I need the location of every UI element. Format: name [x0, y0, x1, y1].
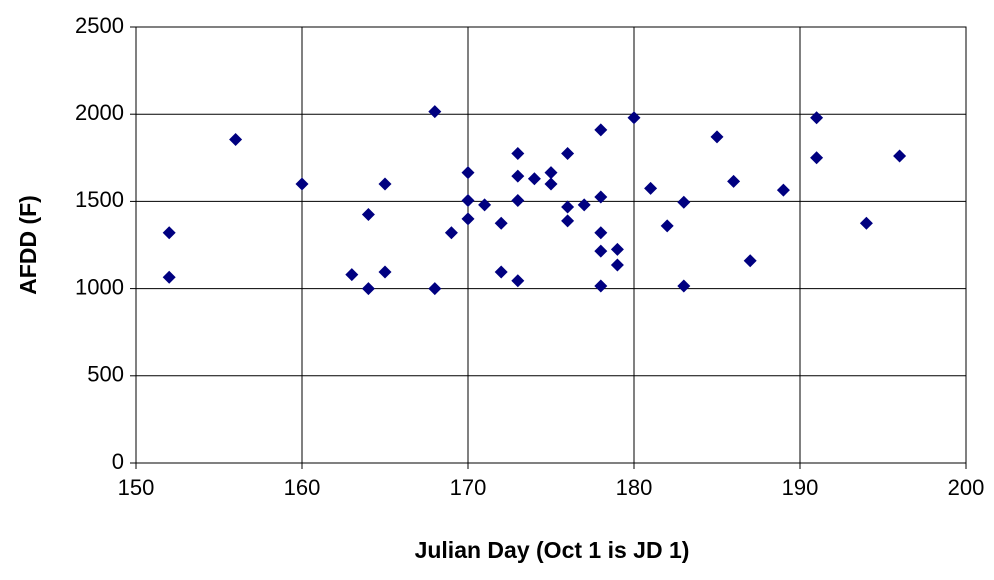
x-tick-label: 150	[118, 475, 155, 500]
point	[162, 270, 176, 284]
point	[859, 216, 873, 230]
point	[677, 195, 691, 209]
y-tick-label: 2000	[75, 100, 124, 125]
point	[461, 194, 475, 208]
point	[295, 177, 309, 191]
y-tick-label: 0	[112, 449, 124, 474]
point	[378, 177, 392, 191]
point	[610, 242, 624, 256]
point	[660, 219, 674, 233]
point	[444, 226, 458, 240]
y-axis-title: AFDD (F)	[15, 195, 41, 295]
point	[561, 146, 575, 160]
point	[511, 194, 525, 208]
y-tick-label: 2500	[75, 13, 124, 38]
point	[610, 258, 624, 272]
point	[893, 149, 907, 163]
y-tick-label: 500	[87, 362, 124, 387]
point	[727, 174, 741, 188]
point	[229, 132, 243, 146]
point	[644, 181, 658, 195]
point	[743, 254, 757, 268]
point	[361, 207, 375, 221]
point	[594, 279, 608, 293]
point	[461, 166, 475, 180]
point	[594, 244, 608, 258]
point	[810, 151, 824, 165]
plot-area	[135, 26, 967, 464]
x-axis-title: Julian Day (Oct 1 is JD 1)	[415, 537, 690, 563]
point	[428, 282, 442, 296]
point	[544, 177, 558, 191]
y-tick-label: 1500	[75, 187, 124, 212]
point	[478, 198, 492, 212]
point	[527, 172, 541, 186]
point	[810, 111, 824, 125]
point	[511, 169, 525, 183]
x-tick-label: 180	[616, 475, 653, 500]
point	[594, 190, 608, 204]
point	[561, 214, 575, 228]
point	[677, 279, 691, 293]
point	[461, 212, 475, 226]
x-tick-label: 170	[450, 475, 487, 500]
point	[494, 265, 508, 279]
point	[594, 226, 608, 240]
point	[511, 274, 525, 288]
point	[494, 216, 508, 230]
point	[627, 111, 641, 125]
y-tick-label: 1000	[75, 274, 124, 299]
point	[345, 268, 359, 282]
point	[378, 265, 392, 279]
point	[162, 226, 176, 240]
point	[561, 200, 575, 214]
point	[361, 282, 375, 296]
x-tick-label: 200	[948, 475, 985, 500]
point	[577, 198, 591, 212]
x-tick-label: 160	[284, 475, 321, 500]
point	[428, 105, 442, 119]
point	[776, 183, 790, 197]
point	[594, 123, 608, 137]
point	[710, 130, 724, 144]
x-tick-label: 190	[782, 475, 819, 500]
point	[511, 146, 525, 160]
point	[544, 166, 558, 180]
